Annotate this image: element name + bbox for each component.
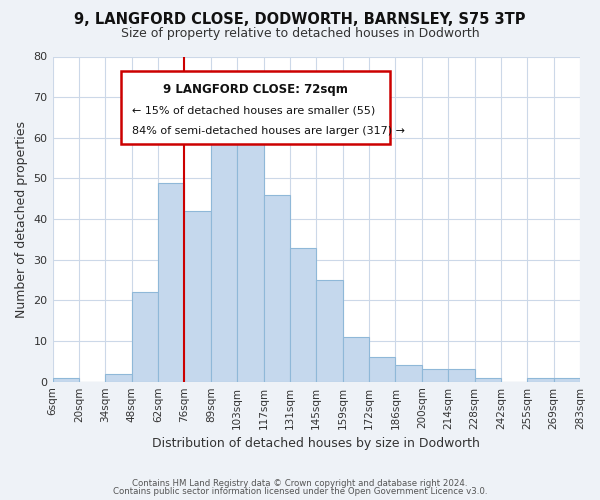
Bar [316, 280, 343, 382]
Bar [527, 378, 554, 382]
Text: ← 15% of detached houses are smaller (55): ← 15% of detached houses are smaller (55… [131, 106, 375, 116]
Bar [263, 194, 290, 382]
Bar [53, 378, 79, 382]
Bar [422, 370, 448, 382]
Bar [343, 337, 369, 382]
Text: 84% of semi-detached houses are larger (317) →: 84% of semi-detached houses are larger (… [131, 126, 404, 136]
Bar [475, 378, 501, 382]
Text: Contains public sector information licensed under the Open Government Licence v3: Contains public sector information licen… [113, 487, 487, 496]
Bar [158, 182, 184, 382]
Bar [448, 370, 475, 382]
Bar [554, 378, 580, 382]
Bar [105, 374, 131, 382]
Text: Size of property relative to detached houses in Dodworth: Size of property relative to detached ho… [121, 28, 479, 40]
X-axis label: Distribution of detached houses by size in Dodworth: Distribution of detached houses by size … [152, 437, 480, 450]
Text: 9, LANGFORD CLOSE, DODWORTH, BARNSLEY, S75 3TP: 9, LANGFORD CLOSE, DODWORTH, BARNSLEY, S… [74, 12, 526, 28]
Bar [369, 358, 395, 382]
Bar [237, 118, 263, 382]
Bar [184, 211, 211, 382]
Bar [131, 292, 158, 382]
Text: 9 LANGFORD CLOSE: 72sqm: 9 LANGFORD CLOSE: 72sqm [163, 82, 348, 96]
Text: Contains HM Land Registry data © Crown copyright and database right 2024.: Contains HM Land Registry data © Crown c… [132, 478, 468, 488]
Bar [211, 126, 237, 382]
Y-axis label: Number of detached properties: Number of detached properties [15, 120, 28, 318]
Bar [395, 366, 422, 382]
Bar [121, 71, 390, 144]
Bar [290, 248, 316, 382]
